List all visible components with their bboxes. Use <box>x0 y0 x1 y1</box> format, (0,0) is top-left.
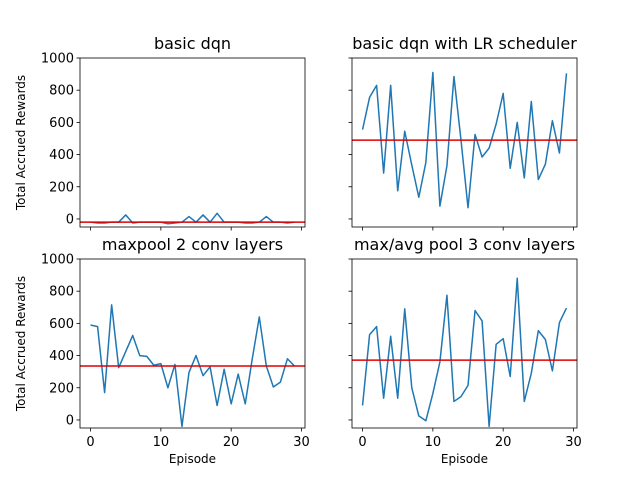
y-tick-label: 0 <box>66 413 74 428</box>
series-line <box>361 277 568 428</box>
subplot-2: basic dqn with LR scheduler <box>348 34 578 231</box>
axes-frame <box>79 258 306 429</box>
y-tick-label: 600 <box>49 317 74 332</box>
axes-frame <box>351 258 578 429</box>
y-tick-label: 1000 <box>41 253 74 268</box>
x-tick-label: 10 <box>425 435 442 450</box>
y-axis-label: Total Accrued Rewards <box>14 75 28 211</box>
x-tick-label: 30 <box>293 435 310 450</box>
subplot-1: 0 200 400 600 800 1000 basic dqn Total Accrued … <box>14 34 306 231</box>
subplot-3: 0 200 400 600 800 1000 0 10 20 30 maxpool 2 conv l… <box>14 235 310 466</box>
y-tick-label: 200 <box>49 180 74 195</box>
x-tick-label: 0 <box>358 435 366 450</box>
x-tick-label: 20 <box>223 435 240 450</box>
subplot-title: basic dqn <box>154 34 231 53</box>
series-line <box>361 71 568 209</box>
subplot-title: max/avg pool 3 conv layers <box>354 235 575 254</box>
x-tick-label: 30 <box>565 435 582 450</box>
y-tick-label: 200 <box>49 381 74 396</box>
subplot-title: maxpool 2 conv layers <box>102 235 283 254</box>
axes-frame <box>79 57 306 228</box>
x-tick-label: 10 <box>153 435 170 450</box>
x-axis-label: Episode <box>169 452 216 466</box>
y-tick-label: 0 <box>66 212 74 227</box>
y-tick-label: 600 <box>49 116 74 131</box>
subplot-title: basic dqn with LR scheduler <box>352 34 577 53</box>
x-tick-label: 20 <box>495 435 512 450</box>
series-line <box>90 304 295 428</box>
y-tick-label: 400 <box>49 349 74 364</box>
y-tick-label: 1000 <box>41 52 74 67</box>
series-line <box>90 212 295 225</box>
y-tick-label: 800 <box>49 285 74 300</box>
axes-frame <box>351 57 578 228</box>
y-tick-label: 400 <box>49 148 74 163</box>
y-axis-label: Total Accrued Rewards <box>14 276 28 412</box>
x-tick-label: 0 <box>86 435 94 450</box>
y-tick-label: 800 <box>49 84 74 99</box>
subplot-4: 0 10 20 30 max/avg pool 3 conv layers Episode <box>348 235 582 466</box>
x-axis-label: Episode <box>441 452 488 466</box>
